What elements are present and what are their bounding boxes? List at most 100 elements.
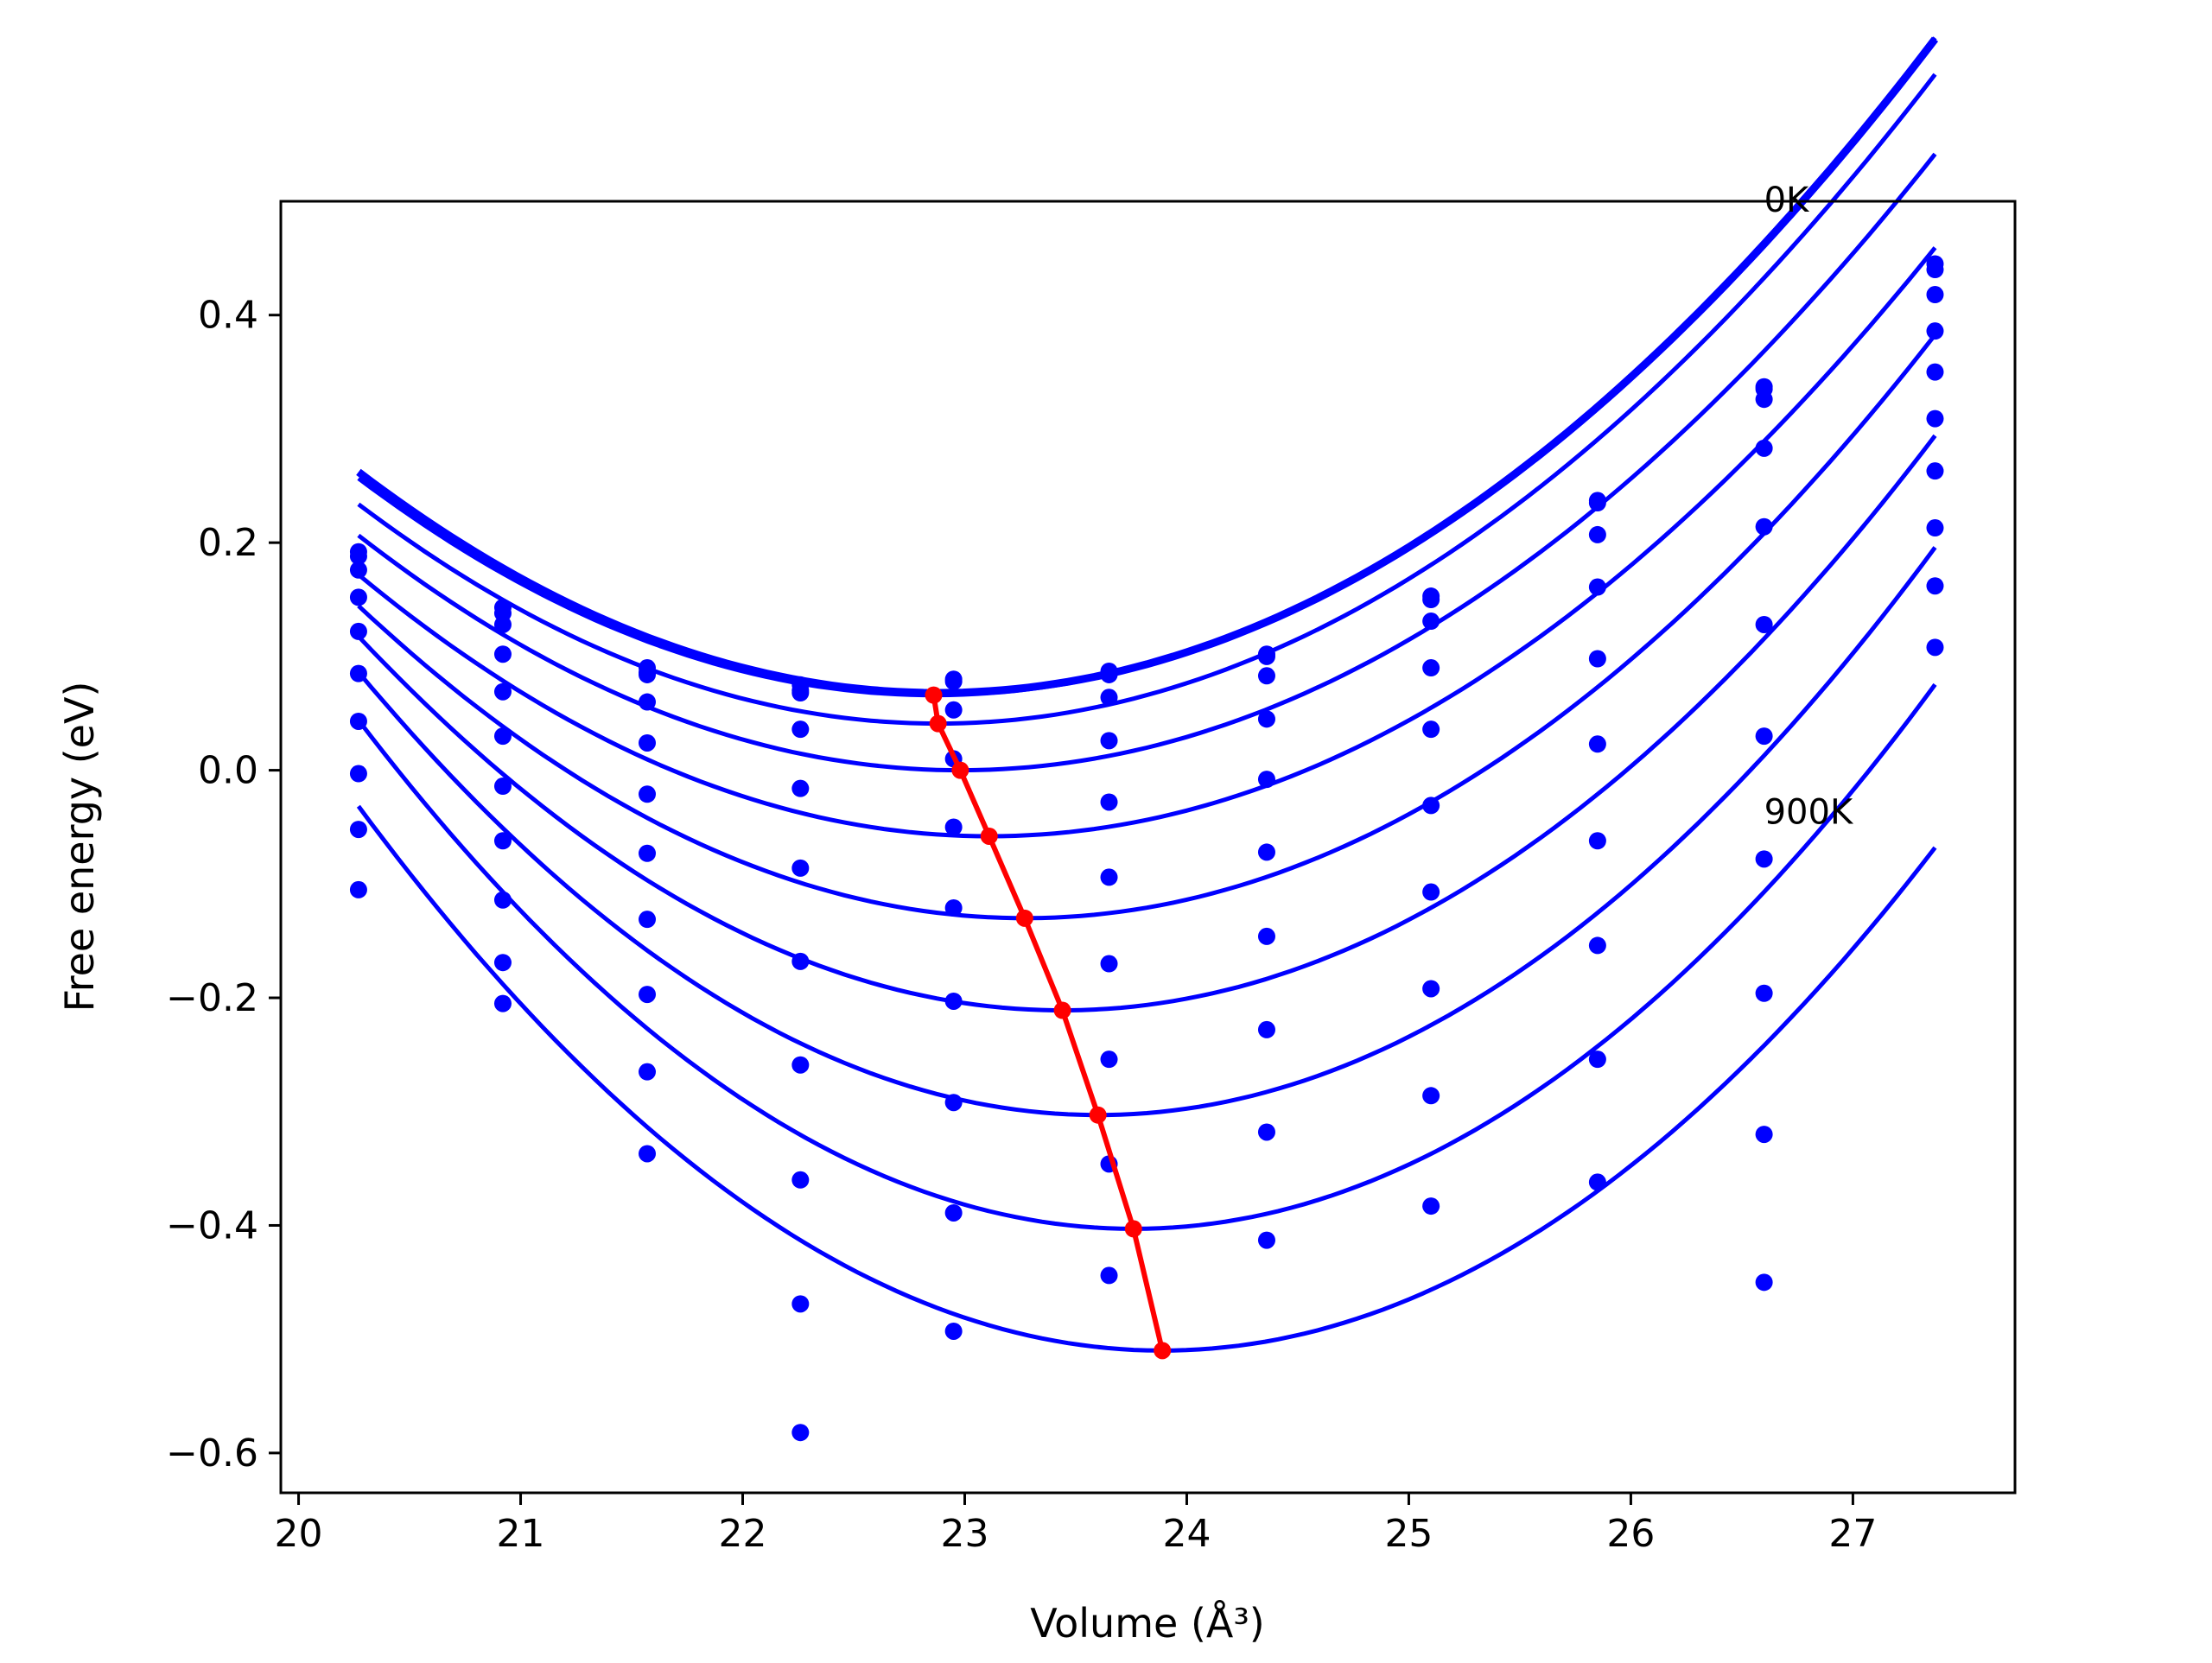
data-point: [944, 701, 963, 719]
data-point: [639, 1145, 657, 1163]
data-point: [1588, 494, 1606, 512]
x-tick-label: 25: [1384, 1512, 1433, 1556]
data-point: [639, 911, 657, 929]
data-point: [493, 645, 512, 663]
minima-point: [1015, 909, 1033, 927]
fit-curve: [356, 804, 1937, 1353]
minima-point: [925, 686, 943, 704]
data-point: [349, 664, 367, 682]
y-tick-label: −0.2: [166, 976, 258, 1020]
data-point: [1588, 735, 1606, 753]
data-point: [1422, 883, 1440, 901]
data-point: [1926, 577, 1944, 595]
data-point: [1257, 1020, 1275, 1038]
data-point: [1755, 439, 1773, 457]
minima-point: [1053, 1001, 1071, 1019]
data-point: [1422, 659, 1440, 677]
data-point: [493, 832, 512, 850]
data-point: [1755, 1126, 1773, 1144]
data-point: [1100, 1050, 1118, 1069]
data-point: [1257, 1231, 1275, 1249]
data-point: [944, 898, 963, 917]
plot-frame: [279, 200, 2017, 1495]
y-tick-label: −0.6: [166, 1431, 258, 1476]
data-point: [639, 844, 657, 862]
fit-curve: [357, 152, 1937, 773]
fit-curve: [356, 546, 1937, 1118]
data-point: [1257, 843, 1275, 861]
data-point: [1588, 578, 1606, 596]
data-point: [1926, 638, 1944, 657]
data-point: [944, 1322, 963, 1340]
data-point: [1257, 1123, 1275, 1141]
data-point: [1755, 727, 1773, 746]
data-point: [944, 818, 963, 836]
minima-point: [1089, 1106, 1107, 1124]
fit-curve: [356, 682, 1937, 1231]
data-point: [493, 615, 512, 633]
data-point: [349, 561, 367, 579]
data-point: [791, 779, 810, 797]
data-point: [349, 622, 367, 640]
data-point: [639, 986, 657, 1004]
data-point: [1588, 1050, 1606, 1069]
temperature-annotation: 900K: [1764, 793, 1854, 833]
data-point: [1926, 286, 1944, 304]
x-tick-label: 24: [1162, 1512, 1211, 1556]
data-point: [1257, 771, 1275, 789]
data-point: [1100, 793, 1118, 811]
minima-point: [951, 761, 969, 779]
data-point: [944, 1203, 963, 1222]
data-point: [1588, 525, 1606, 543]
data-point: [1422, 797, 1440, 815]
data-point: [1422, 1197, 1440, 1216]
data-point: [1755, 615, 1773, 633]
data-point: [493, 778, 512, 796]
data-point: [1422, 980, 1440, 998]
data-point: [349, 880, 367, 898]
x-tick-label: 27: [1828, 1512, 1877, 1556]
data-point: [349, 712, 367, 730]
data-point: [1926, 322, 1944, 340]
data-point: [944, 1094, 963, 1112]
data-point: [493, 727, 512, 746]
data-point: [791, 859, 810, 877]
y-tick-label: −0.4: [166, 1203, 258, 1247]
data-point: [1755, 984, 1773, 1002]
data-point: [791, 720, 810, 739]
fit-curve: [357, 246, 1937, 839]
data-point: [493, 682, 512, 701]
data-point: [1588, 650, 1606, 668]
data-point: [1588, 1173, 1606, 1191]
minima-point: [1154, 1342, 1172, 1360]
data-point: [1755, 517, 1773, 536]
data-point: [1257, 647, 1275, 665]
data-point: [639, 785, 657, 803]
data-point: [1100, 689, 1118, 707]
data-point: [1755, 390, 1773, 409]
data-point: [1257, 667, 1275, 685]
data-point: [349, 588, 367, 606]
x-axis-ticks: 20 21 22 23 24 25 26 27: [275, 1493, 1877, 1556]
data-point: [493, 891, 512, 909]
y-tick-label: 0.0: [198, 749, 258, 793]
fit-curves: [356, 36, 1939, 1353]
data-point: [493, 954, 512, 972]
data-point: [1422, 613, 1440, 631]
data-point: [1926, 462, 1944, 480]
data-point: [349, 765, 367, 783]
y-tick-label: 0.4: [198, 294, 258, 338]
data-point: [791, 1171, 810, 1189]
data-point: [791, 684, 810, 702]
x-tick-label: 22: [719, 1512, 767, 1556]
data-point: [639, 1063, 657, 1081]
fit-curve: [357, 434, 1937, 1012]
data-point: [1100, 868, 1118, 886]
data-point: [1422, 720, 1440, 739]
minima-point: [1124, 1220, 1142, 1238]
data-point: [1422, 1087, 1440, 1105]
data-point: [791, 1424, 810, 1442]
data-point: [1926, 261, 1944, 279]
